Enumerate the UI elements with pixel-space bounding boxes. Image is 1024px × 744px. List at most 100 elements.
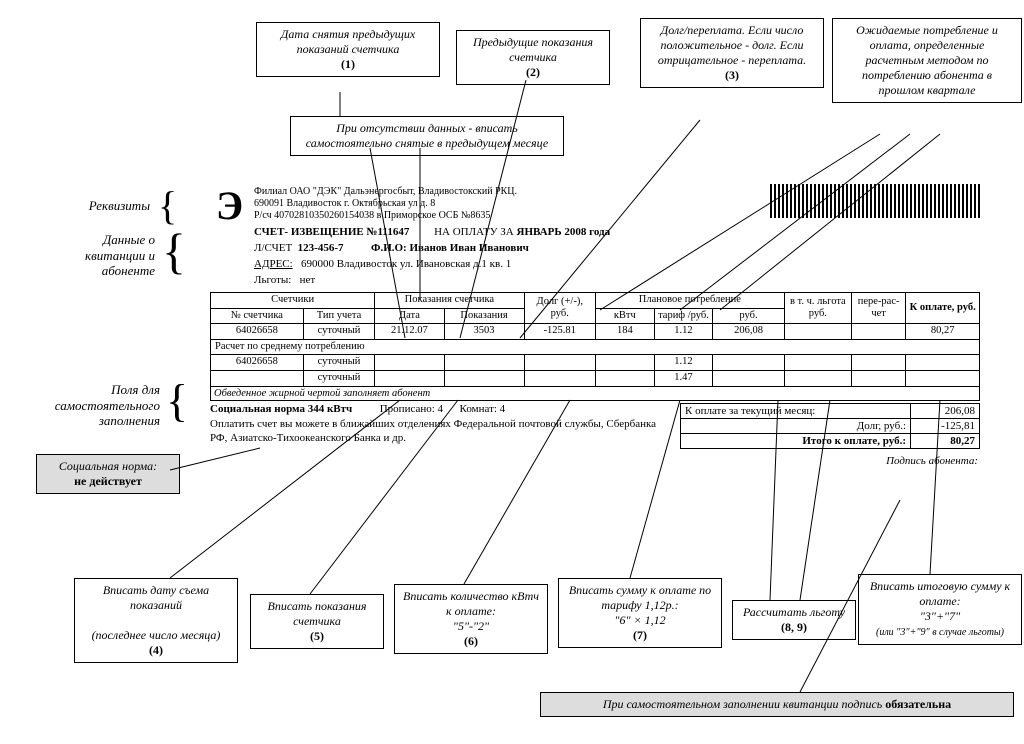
callout-b4: Вписать дату съема показаний (последнее … — [74, 578, 238, 663]
brace-2: { — [162, 226, 186, 276]
address-line: АДРЕС: 690000 Владивосток ул. Ивановская… — [254, 258, 990, 270]
th-plan: Плановое потребление — [595, 293, 784, 309]
b5-num: (5) — [310, 629, 324, 643]
totals-table: К оплате за текущий месяц:206,08 Долг, р… — [680, 403, 980, 449]
fio-label: Ф.И.О: — [371, 242, 407, 254]
th-tariff: тариф /руб. — [654, 308, 713, 324]
b10-l1: Вписать итоговую сумму к оплате: — [870, 579, 1010, 608]
fio-value: Иванов Иван Иванович — [409, 242, 528, 254]
b6-l2: "5"-"2" — [453, 619, 489, 633]
ben-label: Льготы: — [254, 274, 291, 286]
r1-date: 21.12.07 — [375, 324, 444, 340]
b5-l1: Вписать показания счетчика — [268, 599, 367, 628]
r1-debt: -125.81 — [524, 324, 595, 340]
tot3-l: Итого к оплате, руб.: — [681, 433, 911, 448]
th-ben: в т. ч. льгота руб. — [784, 293, 851, 324]
tot3-v: 80,27 — [911, 433, 980, 448]
benefit-line: Льготы: нет — [254, 274, 990, 286]
b89-l1: Рассчитать льготу — [743, 605, 845, 619]
r1-meter: 64026658 — [211, 324, 304, 340]
brace-1: { — [158, 186, 177, 226]
th-date: Дата — [375, 308, 444, 324]
b89-num: (8, 9) — [781, 620, 807, 634]
row-1: 64026658 суточный 21.12.07 3503 -125.81 … — [211, 324, 980, 340]
label-polya: Поля для самостоятельного заполнения — [30, 382, 160, 429]
b10-l3: (или "3"+"9" в случае льготы) — [876, 627, 1004, 638]
th-acct-type: Тип учета — [303, 308, 374, 324]
callout-b89: Рассчитать льготу (8, 9) — [732, 600, 856, 640]
callout-5-text: При отсутствии данных - вписать самостоя… — [306, 121, 548, 150]
th-recalc: пере-рас-чет — [851, 293, 905, 324]
tot2-l: Долг, руб.: — [681, 418, 911, 433]
th-meters: Счетчики — [211, 293, 375, 309]
socnorma-a: Социальная норма: — [59, 459, 157, 473]
callout-4-text: Ожидаемые потребление и оплата, определе… — [856, 23, 998, 97]
th-debt: Долг (+/-), руб. — [524, 293, 595, 324]
footer-bold: обязательна — [885, 697, 951, 711]
label-dannye: Данные о квитанции и абоненте — [60, 232, 155, 279]
logo-letter: Э — [216, 182, 243, 229]
rooms: Комнат: 4 — [460, 403, 506, 415]
callout-3-num: (3) — [725, 68, 739, 82]
bold-note: Обведенное жирной чертой заполняет абоне… — [210, 387, 980, 401]
th-readings: Показания счетчика — [375, 293, 524, 309]
bill-title-line: СЧЕТ- ИЗВЕЩЕНИЕ №111647 НА ОПЛАТУ ЗА ЯНВ… — [254, 226, 990, 238]
r1-type: суточный — [303, 324, 374, 340]
tot1-l: К оплате за текущий месяц: — [681, 403, 911, 418]
callout-3-text: Долг/переплата. Если число положительное… — [658, 23, 806, 67]
b7-l2: "6" × 1,12 — [614, 613, 665, 627]
barcode — [770, 184, 980, 218]
callout-5: При отсутствии данных - вписать самостоя… — [290, 116, 564, 156]
label-socnorma: Социальная норма: не действует — [36, 454, 180, 494]
th-meter-no: № счетчика — [211, 308, 304, 324]
r2-tariff: 1.12 — [654, 355, 713, 371]
th-topay: К оплате, руб. — [906, 293, 980, 324]
callout-2: Предыдущие показания счетчика (2) — [456, 30, 610, 85]
acct-label: Л/СЧЕТ — [254, 242, 292, 254]
foot-text: Оплатить счет вы можете в ближайших отде… — [210, 417, 670, 446]
b6-num: (6) — [464, 634, 478, 648]
ben-value: нет — [300, 274, 316, 286]
r1-kwh: 184 — [595, 324, 654, 340]
row-2: 64026658 суточный 1.12 — [211, 355, 980, 371]
label-rekvizity: Реквизиты — [60, 198, 150, 214]
callout-b10: Вписать итоговую сумму к оплате: "3"+"7"… — [858, 574, 1022, 645]
addr-label: АДРЕС: — [254, 258, 293, 270]
r2-meter: 64026658 — [211, 355, 304, 371]
callout-b7: Вписать сумму к оплате по тарифу 1,12р.:… — [558, 578, 722, 648]
b7-num: (7) — [633, 628, 647, 642]
b4-l2: (последнее число месяца) — [92, 628, 221, 642]
tot2-v: -125,81 — [911, 418, 980, 433]
b10-l2: "3"+"7" — [920, 609, 960, 623]
b4-l1: Вписать дату съема показаний — [103, 583, 209, 612]
r1-rub: 206,08 — [713, 324, 784, 340]
soc-label: Социальная норма 344 кВтч — [210, 403, 352, 415]
tot1-v: 206,08 — [911, 403, 980, 418]
row-3: суточный 1.47 — [211, 370, 980, 386]
th-rub: руб. — [713, 308, 784, 324]
callout-1-text: Дата снятия предыдущих показаний счетчик… — [281, 27, 415, 56]
callout-1: Дата снятия предыдущих показаний счетчик… — [256, 22, 440, 77]
socnorma-b: не действует — [74, 474, 142, 488]
b7-l1: Вписать сумму к оплате по тарифу 1,12р.: — [569, 583, 711, 612]
addr-value: 690000 Владивосток ул. Ивановская д.1 кв… — [301, 258, 511, 270]
bill-table: Счетчики Показания счетчика Долг (+/-), … — [210, 292, 980, 387]
bill-footer-area: Социальная норма 344 кВтч Прописано: 4 К… — [210, 403, 990, 446]
b4-num: (4) — [149, 643, 163, 657]
footer-box: При самостоятельном заполнении квитанции… — [540, 692, 1014, 717]
b6-l1: Вписать количество кВтч к оплате: — [403, 589, 539, 618]
brace-3: { — [166, 378, 188, 424]
r3-type: суточный — [303, 370, 374, 386]
reg: Прописано: 4 — [380, 403, 443, 415]
th-reading: Показания — [444, 308, 524, 324]
callout-4: Ожидаемые потребление и оплата, определе… — [832, 18, 1022, 103]
callout-b5: Вписать показания счетчика (5) — [250, 594, 384, 649]
bill-title: СЧЕТ- ИЗВЕЩЕНИЕ №111647 — [254, 226, 409, 238]
r2-type: суточный — [303, 355, 374, 371]
th-kwh: кВтч — [595, 308, 654, 324]
callout-2-num: (2) — [526, 65, 540, 79]
r1-reading: 3503 — [444, 324, 524, 340]
callout-2-text: Предыдущие показания счетчика — [473, 35, 593, 64]
footer-pre: При самостоятельном заполнении квитанции… — [603, 697, 885, 711]
r1-tariff: 1.12 — [654, 324, 713, 340]
